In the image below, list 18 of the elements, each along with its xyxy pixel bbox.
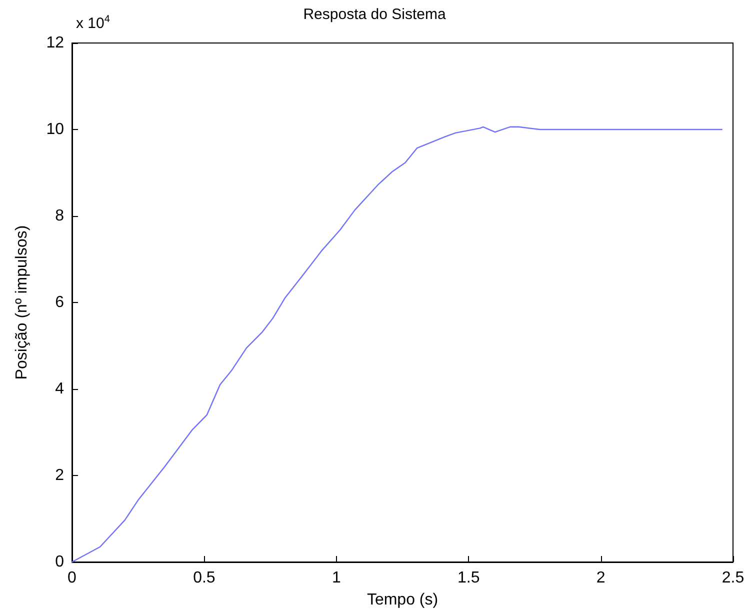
- y-tick-label: 0: [55, 554, 64, 570]
- text: x 10$^{4}$: [76, 14, 110, 32]
- x-tick-label: 0.5: [193, 570, 216, 586]
- x-tick-label: 1: [332, 570, 341, 586]
- x-tick-label: 2: [596, 570, 606, 586]
- y-tick-label: 8: [55, 208, 64, 224]
- chart-title: Resposta do Sistema: [303, 6, 446, 23]
- y-axis-title: Posição (nº impulsos): [14, 225, 30, 380]
- y-tick-label: 2: [55, 467, 64, 484]
- x-axis-title: Tempo (s): [366, 592, 438, 608]
- y-tick-label: 10: [46, 121, 64, 138]
- y-tick-label: 6: [55, 294, 64, 311]
- x-tick-label: 2.5: [722, 570, 744, 586]
- line-series: [71, 126, 722, 563]
- y-tick-label: 12: [46, 34, 64, 52]
- y-tick-label: 4: [55, 380, 64, 398]
- x-tick-label: 0: [68, 570, 77, 586]
- x-tick-label: 1.5: [457, 570, 480, 586]
